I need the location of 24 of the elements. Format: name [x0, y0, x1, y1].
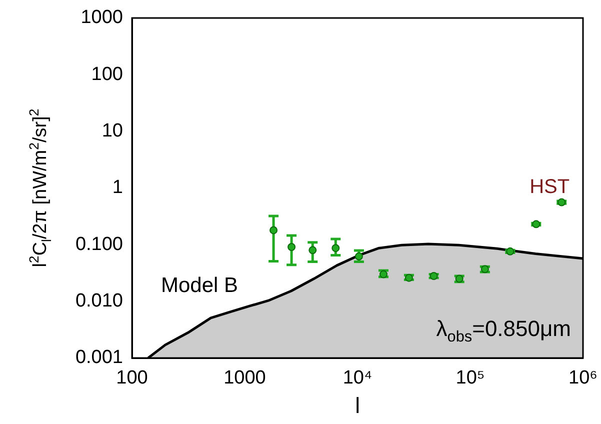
y-tick-label: 0.010	[75, 290, 123, 312]
y-tick-label: 1	[112, 177, 123, 198]
y-tick-label: 10	[102, 120, 123, 142]
y-tick-label: 0.001	[75, 347, 123, 368]
point	[354, 252, 363, 260]
point	[480, 265, 489, 274]
series-label: HST	[530, 176, 570, 198]
x-tick-label: 100	[116, 368, 148, 389]
x-tick-label: 10⁵	[456, 368, 485, 389]
y-axis-title: l2Cl/2π [nW/m2/sr]2	[26, 108, 54, 268]
point	[430, 272, 438, 280]
y-tick-label: 1000	[80, 7, 123, 28]
x-axis-title: l	[355, 392, 360, 418]
series-label: Model B	[160, 274, 238, 298]
x-tick-label: 10⁶	[568, 368, 598, 389]
y-tick-label: 100	[91, 64, 123, 85]
point	[455, 274, 464, 283]
y-tick-label: 0.100	[75, 234, 123, 255]
x-tick-label: 10⁴	[342, 368, 372, 389]
point	[404, 274, 413, 282]
point	[532, 220, 540, 228]
point	[558, 198, 566, 206]
point	[506, 247, 514, 256]
x-tick-label: 1000	[224, 368, 266, 389]
